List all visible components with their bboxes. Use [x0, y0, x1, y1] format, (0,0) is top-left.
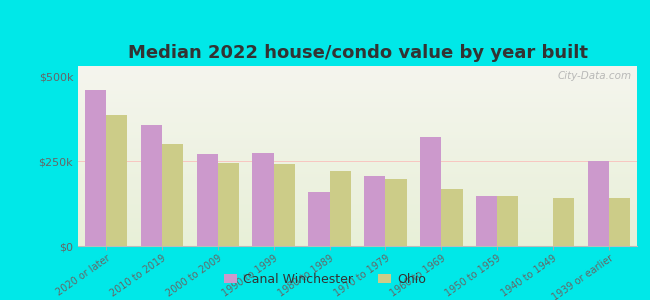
Bar	[330, 171, 351, 246]
Title: Median 2022 house/condo value by year built: Median 2022 house/condo value by year bu…	[127, 44, 588, 62]
Bar	[84, 90, 106, 246]
Bar	[497, 196, 519, 246]
Bar	[385, 179, 407, 246]
Bar	[441, 189, 463, 246]
Bar	[196, 154, 218, 246]
Bar	[609, 199, 630, 246]
Bar	[140, 125, 162, 246]
Bar	[252, 153, 274, 246]
Legend: Canal Winchester, Ohio: Canal Winchester, Ohio	[219, 268, 431, 291]
Bar	[476, 196, 497, 246]
Bar	[308, 192, 330, 246]
Bar	[420, 137, 441, 246]
Bar	[588, 161, 609, 246]
Bar	[274, 164, 295, 246]
Bar	[553, 199, 575, 246]
Bar	[162, 144, 183, 246]
Bar	[106, 115, 127, 246]
Bar	[364, 176, 385, 246]
Text: City-Data.com: City-Data.com	[557, 71, 631, 81]
Bar	[218, 163, 239, 246]
